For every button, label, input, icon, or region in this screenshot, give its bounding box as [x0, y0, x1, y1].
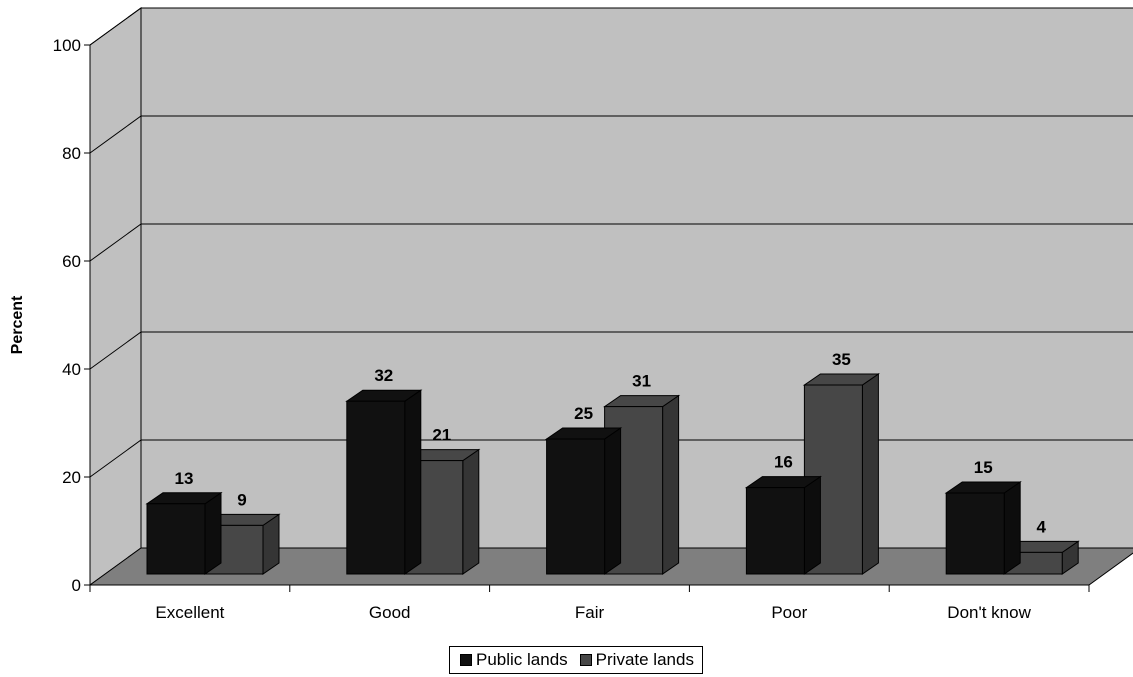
x-tick-label: Fair [575, 603, 605, 622]
side-wall [89, 7, 142, 586]
bar-public [145, 491, 223, 575]
legend-item-public: Public lands [460, 650, 568, 670]
data-label-private: 31 [632, 372, 651, 391]
x-tick-label: Don't know [947, 603, 1031, 622]
y-tick-label: 40 [62, 360, 81, 379]
bar-front [546, 438, 606, 575]
bar-front [745, 487, 805, 575]
data-label-private: 21 [432, 426, 451, 445]
bar-front [945, 492, 1005, 575]
y-tick-label: 20 [62, 468, 81, 487]
bar-side [861, 373, 879, 575]
bar-side [404, 389, 422, 575]
bar-side [604, 427, 622, 575]
bar-front [146, 503, 206, 575]
x-axis: Excellent Good Fair Poor Don't know [89, 584, 1090, 622]
bar-public [544, 427, 623, 575]
data-labels: 9 13 21 32 31 25 35 16 4 15 [175, 350, 1047, 536]
data-label-private: 35 [832, 350, 851, 369]
gridline [89, 115, 1133, 154]
x-tick-label: Good [369, 603, 411, 622]
data-label-public: 25 [574, 404, 593, 423]
y-axis-title: Percent [9, 295, 26, 354]
legend-label-public: Public lands [476, 650, 568, 669]
y-tick-label: 60 [62, 252, 81, 271]
bar-side [462, 448, 480, 575]
bar-public [744, 475, 823, 575]
legend-item-private: Private lands [579, 650, 694, 670]
y-axis: 0 20 40 60 80 100 [53, 36, 91, 595]
data-label-public: 15 [974, 458, 993, 477]
y-tick-label: 80 [62, 144, 81, 163]
x-tick-label: Excellent [155, 603, 224, 622]
x-tick-label: Poor [771, 603, 807, 622]
bar-side [1003, 481, 1021, 575]
bar-side [204, 491, 222, 575]
bar-side [803, 475, 821, 575]
data-label-private: 4 [1036, 517, 1046, 536]
y-tick-label: 0 [72, 576, 81, 595]
legend-swatch-public [460, 654, 472, 666]
data-label-public: 16 [774, 453, 793, 472]
bar-side [662, 394, 680, 575]
gridline [89, 331, 1133, 370]
y-tick-label: 100 [53, 36, 81, 55]
bar-front [346, 400, 406, 575]
gridline [89, 7, 1133, 46]
bar-public [944, 481, 1022, 575]
data-label-public: 32 [374, 366, 393, 385]
legend-swatch-private [579, 654, 592, 666]
legend: Public lands Private lands [449, 646, 703, 674]
bars [145, 373, 1080, 575]
gridline [89, 223, 1133, 262]
bar-public [345, 389, 423, 575]
data-label-public: 13 [175, 469, 194, 488]
data-label-private: 9 [237, 490, 246, 509]
legend-label-private: Private lands [595, 650, 694, 669]
